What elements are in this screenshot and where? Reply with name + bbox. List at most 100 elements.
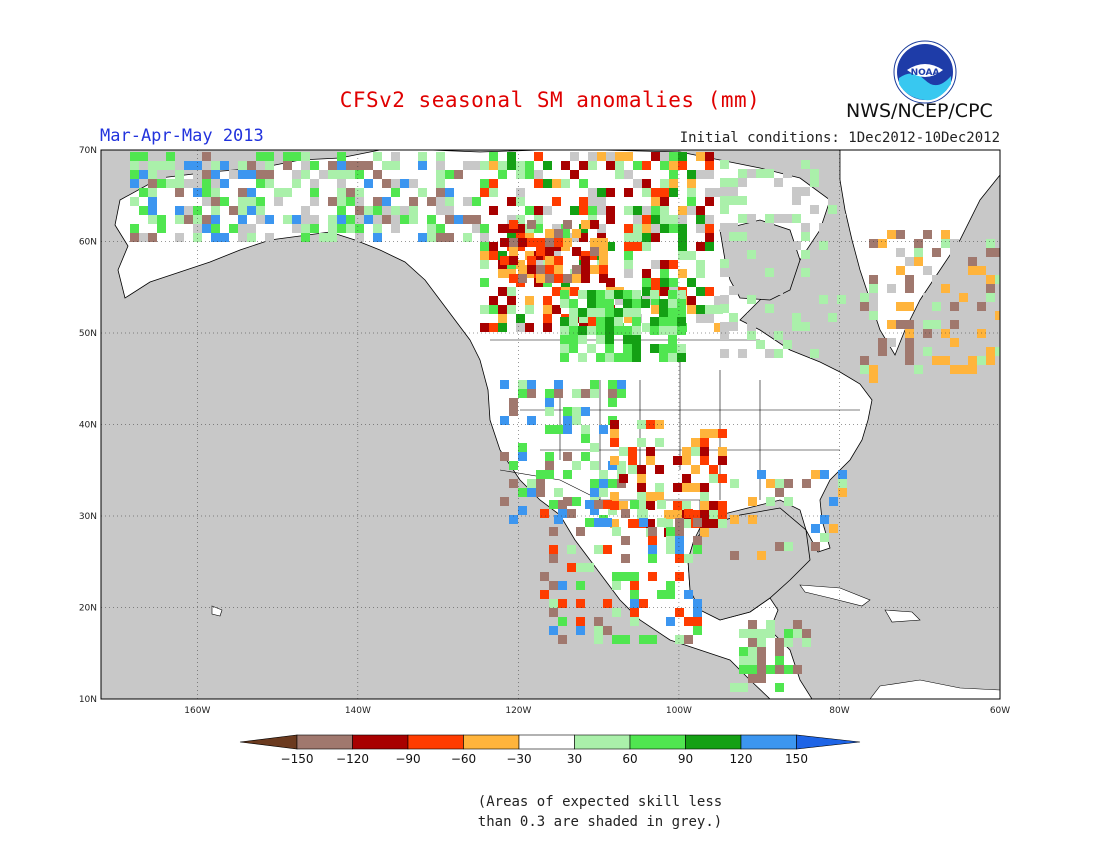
anomaly-cell: [659, 308, 668, 317]
anomaly-cell: [655, 483, 664, 492]
anomaly-cell: [986, 347, 995, 356]
anomaly-cell: [590, 389, 599, 398]
anomaly-cell: [623, 353, 632, 362]
anomaly-cell: [828, 322, 837, 331]
anomaly-cell: [560, 317, 569, 326]
anomaly-cell: [534, 206, 543, 215]
anomaly-cell: [355, 188, 364, 197]
anomaly-cell: [828, 205, 837, 214]
anomaly-cell: [603, 599, 612, 608]
anomaly-cell: [869, 338, 878, 347]
anomaly-cell: [193, 188, 202, 197]
anomaly-cell: [923, 266, 932, 275]
anomaly-cell: [536, 488, 545, 497]
anomaly-cell: [675, 536, 684, 545]
anomaly-cell: [518, 389, 527, 398]
anomaly-cell: [373, 206, 382, 215]
anomaly-cell: [563, 416, 572, 425]
anomaly-cell: [418, 161, 427, 170]
anomaly-cell: [614, 326, 623, 335]
anomaly-cell: [480, 278, 489, 287]
anomaly-cell: [608, 380, 617, 389]
anomaly-cell: [666, 527, 675, 536]
anomaly-cell: [148, 233, 157, 242]
anomaly-cell: [660, 278, 669, 287]
anomaly-cell: [986, 284, 995, 293]
anomaly-cell: [810, 205, 819, 214]
anomaly-cell: [527, 416, 536, 425]
anomaly-cell: [705, 161, 714, 170]
anomaly-cell: [175, 233, 184, 242]
anomaly-cell: [650, 344, 659, 353]
anomaly-cell: [516, 170, 525, 179]
anomaly-cell: [705, 152, 714, 161]
longitude-label: 160W: [184, 706, 210, 716]
anomaly-cell: [558, 581, 567, 590]
anomaly-cell: [247, 188, 256, 197]
anomaly-cell: [427, 224, 436, 233]
anomaly-cell: [668, 353, 677, 362]
anomaly-cell: [637, 492, 646, 501]
anomaly-cell: [238, 233, 247, 242]
anomaly-cell: [605, 335, 614, 344]
anomaly-cell: [659, 299, 668, 308]
anomaly-cell: [624, 269, 633, 278]
anomaly-cell: [700, 519, 709, 528]
anomaly-cell: [617, 479, 626, 488]
anomaly-cell: [552, 305, 561, 314]
anomaly-cell: [610, 519, 619, 528]
anomaly-cell: [738, 214, 747, 223]
anomaly-cell: [534, 152, 543, 161]
anomaly-cell: [489, 242, 498, 251]
anomaly-cell: [588, 215, 597, 224]
anomaly-cell: [678, 152, 687, 161]
anomaly-cell: [718, 501, 727, 510]
anomaly-cell: [587, 326, 596, 335]
anomaly-cell: [810, 169, 819, 178]
anomaly-cell: [355, 197, 364, 206]
anomaly-cell: [614, 353, 623, 362]
anomaly-cell: [837, 214, 846, 223]
skill-note: (Areas of expected skill less than 0.3 a…: [440, 792, 760, 832]
colorbar-segment: [685, 734, 742, 750]
anomaly-cell: [540, 572, 549, 581]
anomaly-cell: [709, 474, 718, 483]
anomaly-cell: [527, 488, 536, 497]
anomaly-cell: [569, 335, 578, 344]
anomaly-cell: [472, 215, 481, 224]
anomaly-cell: [621, 572, 630, 581]
anomaly-cell: [675, 545, 684, 554]
anomaly-cell: [489, 206, 498, 215]
anomaly-cell: [507, 287, 516, 296]
anomaly-cell: [355, 206, 364, 215]
anomaly-cell: [606, 161, 615, 170]
anomaly-cell: [610, 429, 619, 438]
anomaly-cell: [608, 389, 617, 398]
anomaly-cell: [774, 214, 783, 223]
anomaly-cell: [765, 286, 774, 295]
anomaly-cell: [718, 519, 727, 528]
anomaly-cell: [572, 229, 581, 238]
anomaly-cell: [624, 170, 633, 179]
anomaly-cell: [995, 311, 1000, 320]
colorbar-label: 60: [622, 752, 637, 766]
anomaly-cell: [766, 629, 775, 638]
anomaly-cell: [247, 206, 256, 215]
anomaly-cell: [860, 293, 869, 302]
anomaly-cell: [507, 152, 516, 161]
anomaly-cell: [801, 286, 810, 295]
hispaniola-land: [884, 609, 921, 623]
anomaly-cell: [696, 260, 705, 269]
anomaly-cell: [709, 429, 718, 438]
anomaly-cell: [606, 206, 615, 215]
anomaly-cell: [677, 308, 686, 317]
initial-conditions-label: Initial conditions: 1Dec2012-10Dec2012: [679, 130, 1000, 146]
anomaly-cell: [283, 152, 292, 161]
anomaly-cell: [454, 170, 463, 179]
anomaly-cell: [256, 170, 265, 179]
anomaly-cell: [319, 233, 328, 242]
anomaly-cell: [552, 251, 561, 260]
anomaly-cell: [693, 599, 702, 608]
anomaly-cell: [489, 188, 498, 197]
anomaly-cell: [525, 206, 534, 215]
